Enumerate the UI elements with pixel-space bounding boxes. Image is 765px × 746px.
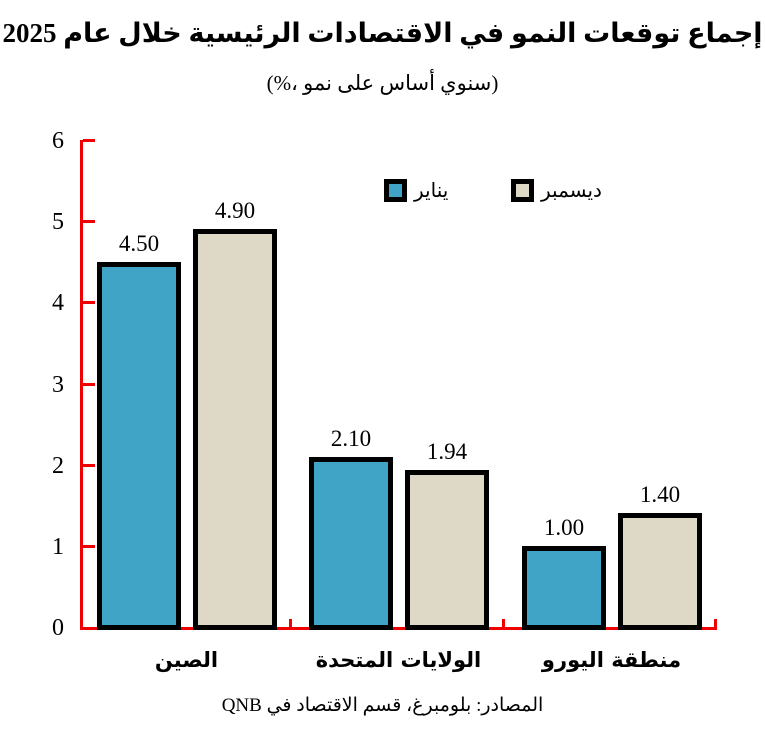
legend-swatch-december-icon [511, 178, 534, 202]
bar-value-label-january-eurozone: 1.00 [543, 515, 585, 540]
y-tick-label-5: 5 [52, 209, 64, 236]
bar-value-label-december-china: 4.90 [214, 198, 256, 223]
bar-value-label-january-united-states: 2.10 [330, 426, 372, 451]
y-axis-tick [83, 544, 95, 548]
legend: يناير ديسمبر [0, 177, 765, 203]
y-axis-tick [83, 463, 95, 467]
bar-value-label-january-china: 4.50 [118, 231, 160, 256]
y-tick-label-6: 6 [52, 128, 64, 154]
source-note: المصادر: بلومبرغ، قسم الاقتصاد في QNB [221, 695, 544, 716]
legend-item-december: ديسمبر [511, 177, 602, 203]
y-tick-label-0: 0 [52, 615, 64, 641]
category-label-china: الصين [154, 648, 219, 672]
bar-value-label-december-united-states: 1.94 [426, 439, 468, 464]
legend-swatch-january-icon [384, 178, 407, 202]
x-axis-line [80, 627, 717, 630]
category-label-eurozone: منطقة اليورو [541, 648, 682, 672]
y-tick-label-3: 3 [52, 371, 64, 398]
chart-title: إجماع توقعات النمو في الاقتصادات الرئيسي… [2, 18, 763, 48]
legend-item-january: يناير [384, 177, 448, 203]
x-axis-tick [502, 619, 505, 630]
bar-january-china [97, 262, 181, 630]
bar-december-united-states [405, 470, 489, 630]
y-tick-label-2: 2 [52, 452, 64, 479]
legend-label-december: ديسمبر [541, 178, 602, 202]
plot-area: 4.50 4.90 2.10 1.94 1.00 1.40 [80, 139, 717, 630]
bar-december-eurozone [618, 513, 702, 630]
chart-subtitle: (%، نمو‎ على‎ أساس‎ سنوي) [266, 71, 499, 95]
y-axis-tick [83, 220, 95, 224]
category-label-united-states: الولايات المتحدة [315, 648, 482, 672]
y-tick-label-4: 4 [52, 290, 64, 317]
y-axis-line [80, 140, 83, 630]
bar-january-united-states [309, 457, 393, 630]
y-axis-tick [83, 382, 95, 386]
bar-december-china [193, 229, 277, 630]
legend-label-january: يناير [414, 178, 449, 202]
y-axis-tick [83, 301, 95, 305]
x-axis-tick [289, 619, 292, 630]
y-tick-label-1: 1 [52, 533, 64, 560]
bar-value-label-december-eurozone: 1.40 [639, 482, 681, 507]
bar-january-eurozone [522, 546, 606, 630]
x-axis-tick [714, 619, 717, 630]
y-axis-tick [83, 139, 95, 142]
